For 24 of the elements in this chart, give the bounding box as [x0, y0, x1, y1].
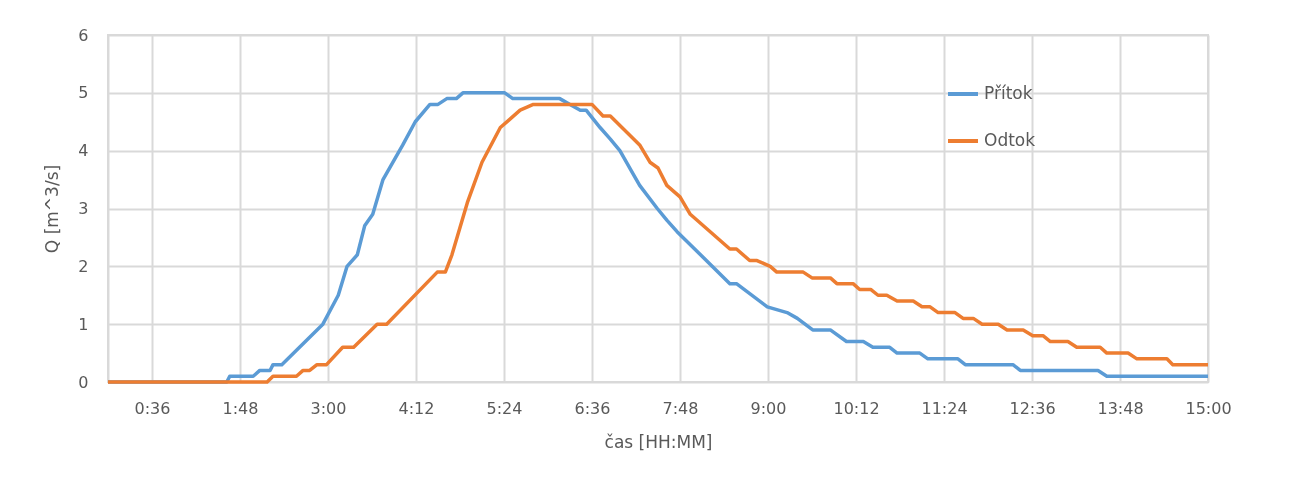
x-tick-label: 3:00 [310, 398, 347, 418]
x-tick-label: 12:36 [1009, 398, 1056, 418]
y-tick-label: 1 [78, 314, 89, 334]
y-tick-label: 2 [78, 256, 89, 276]
y-tick-label: 0 [78, 372, 89, 392]
x-tick-label: 10:12 [833, 398, 880, 418]
y-tick-label: 6 [78, 25, 89, 45]
x-tick-label: 1:48 [222, 398, 259, 418]
x-axis-title: čas [HH:MM] [604, 431, 713, 452]
legend-label: Odtok [984, 130, 1036, 150]
x-tick-label: 6:36 [574, 398, 611, 418]
x-tick-label: 0:36 [134, 398, 171, 418]
y-tick-label: 3 [78, 199, 89, 218]
x-tick-label: 5:24 [486, 398, 523, 418]
y-tick-label: 4 [78, 141, 89, 161]
x-tick-label: 7:48 [662, 398, 699, 418]
x-tick-label: 15:00 [1185, 398, 1232, 418]
legend-label: Přítok [984, 83, 1033, 103]
y-tick-label: 5 [78, 83, 89, 103]
y-axis-title: Q [m^3/s] [42, 164, 63, 254]
x-tick-label: 4:12 [398, 398, 435, 418]
x-tick-label: 11:24 [921, 398, 968, 418]
x-tick-label: 9:00 [750, 398, 787, 418]
x-tick-label: 13:48 [1097, 398, 1144, 418]
